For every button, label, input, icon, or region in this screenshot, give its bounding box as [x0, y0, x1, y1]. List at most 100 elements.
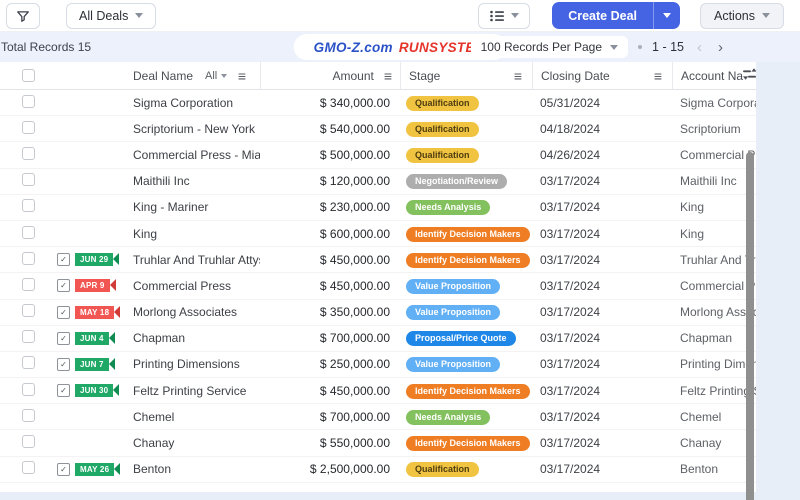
row-checkbox[interactable]: [22, 146, 35, 160]
deal-name-cell[interactable]: Chanay: [133, 436, 175, 451]
all-deals-dropdown[interactable]: All Deals: [66, 2, 157, 29]
task-check-icon[interactable]: ✓: [57, 253, 70, 267]
checkbox-cell: [0, 408, 57, 425]
task-check-icon[interactable]: ✓: [57, 357, 70, 371]
row-checkbox[interactable]: [22, 94, 35, 108]
header-closing-date[interactable]: Closing Date ≡: [532, 62, 672, 89]
row-checkbox[interactable]: [22, 173, 35, 187]
deal-name-cell[interactable]: Commercial Press: [133, 278, 232, 293]
row-checkbox[interactable]: [22, 408, 35, 422]
amount-cell: $ 340,000.00: [319, 95, 390, 110]
header-amount[interactable]: Amount ≡: [260, 62, 400, 89]
row-checkbox[interactable]: [22, 356, 35, 370]
select-all-checkbox[interactable]: [22, 69, 35, 82]
view-selector-dropdown[interactable]: [478, 2, 531, 29]
row-checkbox[interactable]: [22, 330, 35, 344]
table-row[interactable]: Chemel $ 700,000.00 Needs Analysis 03/17/20…: [0, 404, 756, 431]
deal-name-cell[interactable]: Scriptorium - New York: [133, 121, 256, 136]
table-row[interactable]: Chanay $ 550,000.00 Identify Decision Make…: [0, 430, 756, 457]
previous-page-button[interactable]: ‹: [697, 38, 702, 56]
deal-name-cell[interactable]: Morlong Associates: [133, 305, 238, 320]
deal-name-cell[interactable]: Commercial Press - Miami: [133, 147, 260, 162]
account-name-cell: Benton: [680, 462, 719, 477]
row-checkbox[interactable]: [22, 225, 35, 239]
chevron-down-icon: [221, 73, 228, 78]
deal-name-filter-label: All: [205, 69, 218, 82]
closing-date-cell: 03/17/2024: [540, 252, 601, 267]
deal-name-cell[interactable]: King - Mariner: [133, 200, 209, 215]
create-deal-button[interactable]: Create Deal: [552, 2, 653, 29]
table-row[interactable]: ✓ MAY 26 Benton $ 2,500,000.00 Qualification…: [0, 457, 756, 483]
deal-name-cell[interactable]: Feltz Printing Service: [133, 383, 247, 398]
row-checkbox[interactable]: [22, 120, 35, 134]
deal-name-cell[interactable]: Truhlar And Truhlar Attys: [133, 252, 260, 267]
records-per-page-dropdown[interactable]: 100 Records Per Page: [470, 36, 629, 58]
row-checkbox[interactable]: [22, 251, 35, 265]
stage-cell: Value Proposition: [400, 278, 532, 294]
checkbox-cell: [0, 120, 57, 137]
filter-button[interactable]: [6, 2, 40, 29]
table-row[interactable]: ✓ JUN 30 Feltz Printing Service $ 450,000.0…: [0, 378, 756, 405]
row-checkbox[interactable]: [22, 382, 35, 396]
deal-name-cell[interactable]: Benton: [133, 462, 172, 477]
header-deal-name[interactable]: Deal Name All ≡: [57, 62, 260, 89]
task-check-icon[interactable]: ✓: [57, 331, 70, 345]
column-menu-icon[interactable]: ≡: [513, 67, 522, 84]
stage-badge: Identify Decision Makers: [406, 226, 530, 242]
stage-badge: Value Proposition: [406, 278, 501, 294]
table-row[interactable]: Scriptorium - New York $ 540,000.00 Qualif…: [0, 116, 756, 143]
deal-name-cell[interactable]: Chapman: [133, 331, 186, 346]
table-row[interactable]: Maithili Inc $ 120,000.00 Negotiation/Revi…: [0, 169, 756, 195]
stage-badge: Qualification: [406, 95, 479, 111]
closing-date-cell: 03/17/2024: [540, 436, 601, 451]
row-checkbox[interactable]: [22, 277, 35, 291]
task-check-icon[interactable]: ✓: [57, 279, 70, 293]
stage-badge: Qualification: [406, 147, 479, 163]
table-row[interactable]: ✓ JUN 7 Printing Dimensions $ 250,000.00 Val…: [0, 352, 756, 379]
table-row[interactable]: ✓ MAY 18 Morlong Associates $ 350,000.00 Val…: [0, 300, 756, 326]
logo-gmo-z: GMO-Z.com: [313, 39, 393, 55]
column-menu-icon[interactable]: ≡: [237, 67, 246, 84]
row-checkbox[interactable]: [22, 435, 35, 449]
actions-dropdown[interactable]: Actions: [700, 2, 784, 29]
table-row[interactable]: Sigma Corporation $ 340,000.00 Qualificati…: [0, 90, 756, 117]
column-menu-icon[interactable]: ≡: [383, 67, 392, 84]
task-check-icon[interactable]: ✓: [57, 462, 70, 476]
header-stage[interactable]: Stage ≡: [400, 62, 532, 89]
account-name-cell: Commercial Pre: [680, 278, 756, 293]
table-row[interactable]: ✓ APR 9 Commercial Press $ 450,000.00 Value …: [0, 273, 756, 300]
deal-name-filter-dropdown[interactable]: All: [205, 69, 228, 82]
account-name-cell: King: [680, 200, 705, 215]
create-deal-caret-button[interactable]: [653, 2, 680, 29]
table-row[interactable]: ✓ JUN 4 Chapman $ 700,000.00 Proposal/Price …: [0, 326, 756, 352]
stage-badge: Value Proposition: [406, 357, 501, 373]
task-check-icon[interactable]: ✓: [57, 305, 70, 319]
deal-name-cell[interactable]: Maithili Inc: [133, 174, 190, 189]
stage-cell: Needs Analysis: [400, 199, 532, 216]
column-menu-icon[interactable]: ≡: [653, 67, 662, 84]
header-account-name[interactable]: Account Na: [672, 62, 756, 89]
checkbox-cell: [0, 277, 57, 294]
pagination: 100 Records Per Page 1 - 15 ‹ ›: [470, 36, 726, 58]
table-row[interactable]: King $ 600,000.00 Identify Decision Makers…: [0, 221, 756, 248]
closing-flag-cell: ✓ JUN 29: [57, 253, 133, 267]
row-checkbox[interactable]: [22, 199, 35, 213]
row-checkbox[interactable]: [22, 461, 35, 475]
manage-columns-icon[interactable]: [743, 68, 756, 83]
closing-date-cell: 03/17/2024: [540, 174, 601, 189]
task-check-icon[interactable]: ✓: [57, 384, 70, 398]
top-toolbar: All Deals Create Deal Actions: [0, 0, 800, 32]
next-page-button[interactable]: ›: [718, 38, 723, 56]
checkbox-cell: [0, 304, 57, 320]
table-row[interactable]: King - Mariner $ 230,000.00 Needs Analysis…: [0, 195, 756, 221]
vertical-scrollbar[interactable]: [746, 152, 754, 500]
table-row[interactable]: Commercial Press - Miami $ 500,000.00 Qual…: [0, 142, 756, 169]
deal-name-cell[interactable]: Printing Dimensions: [133, 357, 240, 372]
amount-cell: $ 700,000.00: [319, 409, 390, 424]
deal-name-header-label: Deal Name: [133, 68, 194, 83]
deal-name-cell[interactable]: Sigma Corporation: [133, 95, 234, 110]
table-row[interactable]: ✓ JUN 29 Truhlar And Truhlar Attys $ 450,00…: [0, 247, 756, 274]
deal-name-cell[interactable]: King: [133, 226, 158, 241]
row-checkbox[interactable]: [22, 304, 35, 318]
deal-name-cell[interactable]: Chemel: [133, 409, 175, 424]
